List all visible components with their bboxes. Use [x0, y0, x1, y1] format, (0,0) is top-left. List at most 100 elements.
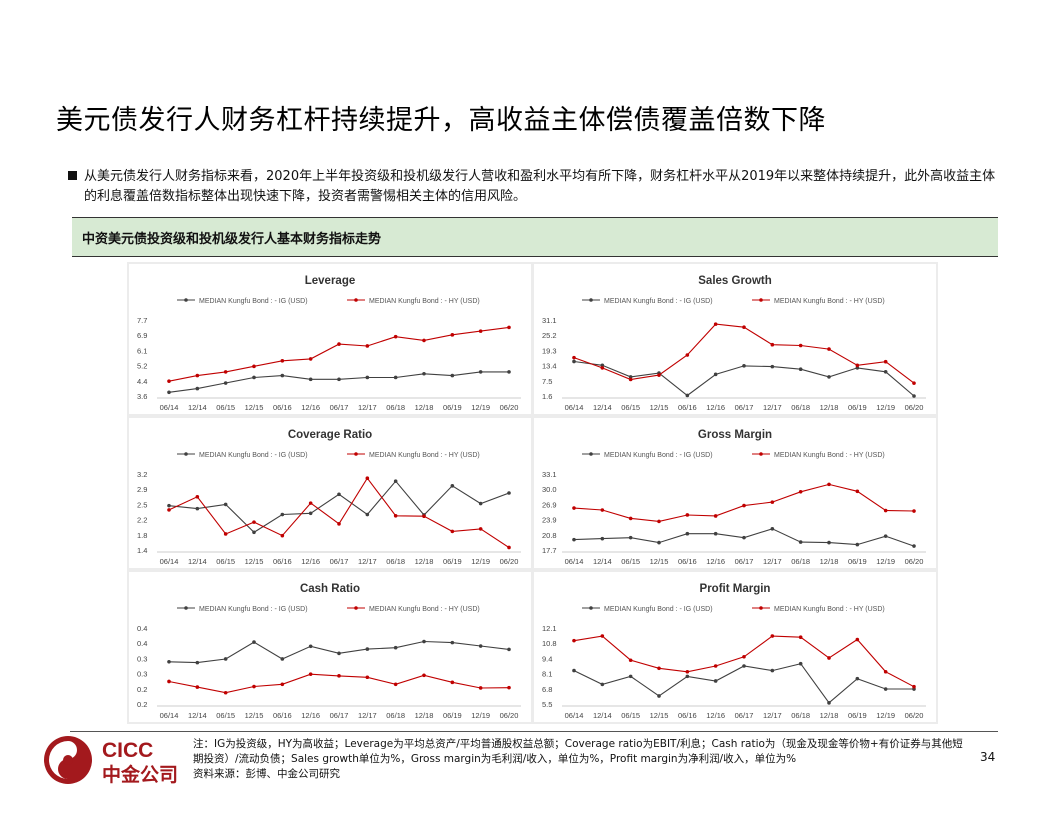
- section-header-band: 中资美元债投资级和投机级发行人基本财务指标走势: [72, 217, 998, 257]
- data-point-hy: [855, 363, 860, 368]
- data-point-ig: [628, 375, 633, 379]
- data-point-ig: [855, 366, 860, 370]
- data-point-ig: [657, 694, 661, 698]
- data-point-hy: [223, 532, 228, 536]
- data-point-ig: [280, 512, 285, 517]
- data-point-hy: [855, 489, 860, 494]
- y-tick-label: 7.7: [137, 316, 147, 325]
- data-point-ig: [912, 394, 916, 398]
- data-point-ig: [685, 531, 690, 536]
- cicc-logo: CICC 中金公司: [42, 733, 192, 789]
- data-point-hy: [478, 329, 483, 333]
- data-point-ig: [770, 526, 775, 531]
- data-point-hy: [883, 669, 888, 674]
- x-tick-label: 06/17: [330, 711, 349, 720]
- data-point-hy: [883, 508, 888, 513]
- data-point-ig: [600, 536, 605, 541]
- x-tick-label: 12/17: [358, 711, 377, 720]
- y-tick-label: 26.9: [542, 500, 557, 509]
- legend-marker: [184, 298, 188, 302]
- y-tick-label: 10.8: [542, 639, 557, 648]
- y-tick-label: 33.1: [542, 470, 557, 479]
- data-point-hy: [572, 638, 576, 643]
- data-point-hy: [393, 514, 398, 518]
- chart-panel-cash-ratio: Cash Ratio MEDIAN Kungfu Bond : - IG (USD…: [129, 572, 531, 722]
- page-number: 34: [980, 750, 996, 764]
- x-tick-label: 12/17: [763, 711, 782, 720]
- data-point-ig: [742, 535, 746, 540]
- y-tick-label: 19.3: [542, 346, 557, 355]
- y-tick-label: 3.6: [137, 392, 147, 401]
- data-point-ig: [478, 644, 483, 648]
- legend-marker: [759, 452, 763, 456]
- legend-marker: [589, 298, 593, 302]
- data-point-hy: [393, 334, 398, 339]
- legend-marker: [589, 606, 593, 610]
- x-tick-label: 12/19: [471, 557, 490, 566]
- data-point-ig: [572, 668, 576, 673]
- x-tick-label: 06/15: [216, 711, 235, 720]
- y-tick-label: 30.0: [542, 485, 557, 494]
- x-tick-label: 12/17: [763, 403, 782, 412]
- data-point-ig: [167, 659, 171, 664]
- chart-title: Coverage Ratio: [288, 429, 372, 441]
- data-point-hy: [912, 509, 916, 513]
- x-tick-label: 06/20: [905, 403, 924, 412]
- x-tick-label: 06/17: [330, 403, 349, 412]
- data-point-ig: [883, 369, 888, 374]
- series-line-ig: [168, 371, 509, 393]
- data-point-ig: [742, 364, 746, 368]
- data-point-ig: [308, 644, 313, 649]
- x-tick-label: 06/20: [500, 557, 519, 566]
- data-point-hy: [223, 370, 228, 374]
- data-point-hy: [280, 682, 285, 687]
- x-tick-label: 06/17: [735, 403, 754, 412]
- x-tick-label: 06/19: [848, 403, 867, 412]
- data-point-hy: [252, 684, 256, 689]
- x-tick-label: 06/15: [216, 557, 235, 566]
- data-point-ig: [195, 386, 200, 391]
- data-point-ig: [337, 377, 341, 382]
- data-point-ig: [422, 371, 426, 376]
- data-point-ig: [450, 640, 455, 645]
- data-point-hy: [827, 482, 831, 487]
- data-point-hy: [478, 527, 483, 531]
- x-tick-label: 06/18: [386, 711, 405, 720]
- x-tick-label: 12/14: [593, 403, 612, 412]
- x-tick-label: 12/16: [706, 711, 725, 720]
- x-tick-label: 06/20: [905, 711, 924, 720]
- x-tick-label: 12/19: [876, 403, 895, 412]
- data-point-ig: [628, 535, 633, 540]
- legend-marker: [354, 452, 358, 456]
- data-point-hy: [883, 359, 888, 364]
- x-tick-label: 06/14: [160, 403, 179, 412]
- logo-text-en: CICC: [102, 739, 153, 762]
- y-tick-label: 0.2: [137, 685, 147, 694]
- x-tick-label: 12/16: [301, 711, 320, 720]
- data-point-hy: [252, 364, 256, 369]
- data-point-ig: [628, 674, 633, 679]
- data-point-ig: [393, 645, 398, 650]
- y-tick-label: 25.2: [542, 331, 557, 340]
- data-point-ig: [600, 363, 605, 368]
- data-point-hy: [685, 353, 690, 357]
- data-point-hy: [628, 377, 633, 382]
- section-title: 中资美元债投资级和投机级发行人基本财务指标走势: [82, 232, 382, 247]
- legend-marker: [354, 298, 358, 302]
- y-tick-label: 4.4: [137, 377, 147, 386]
- x-tick-label: 06/19: [848, 557, 867, 566]
- data-point-hy: [195, 685, 200, 689]
- x-tick-label: 06/15: [621, 403, 640, 412]
- y-tick-label: 0.3: [137, 654, 147, 663]
- data-point-ig: [195, 660, 200, 665]
- x-tick-label: 12/17: [358, 557, 377, 566]
- data-point-ig: [167, 390, 171, 395]
- legend-label: MEDIAN Kungfu Bond : - HY (USD): [774, 298, 885, 305]
- data-point-ig: [365, 375, 370, 380]
- data-point-ig: [450, 373, 455, 378]
- x-tick-label: 06/17: [735, 711, 754, 720]
- x-tick-label: 12/15: [650, 403, 669, 412]
- chart-cash-ratio: Cash Ratio MEDIAN Kungfu Bond : - IG (USD…: [137, 583, 521, 720]
- series-line-ig: [573, 663, 914, 704]
- x-tick-label: 06/20: [500, 403, 519, 412]
